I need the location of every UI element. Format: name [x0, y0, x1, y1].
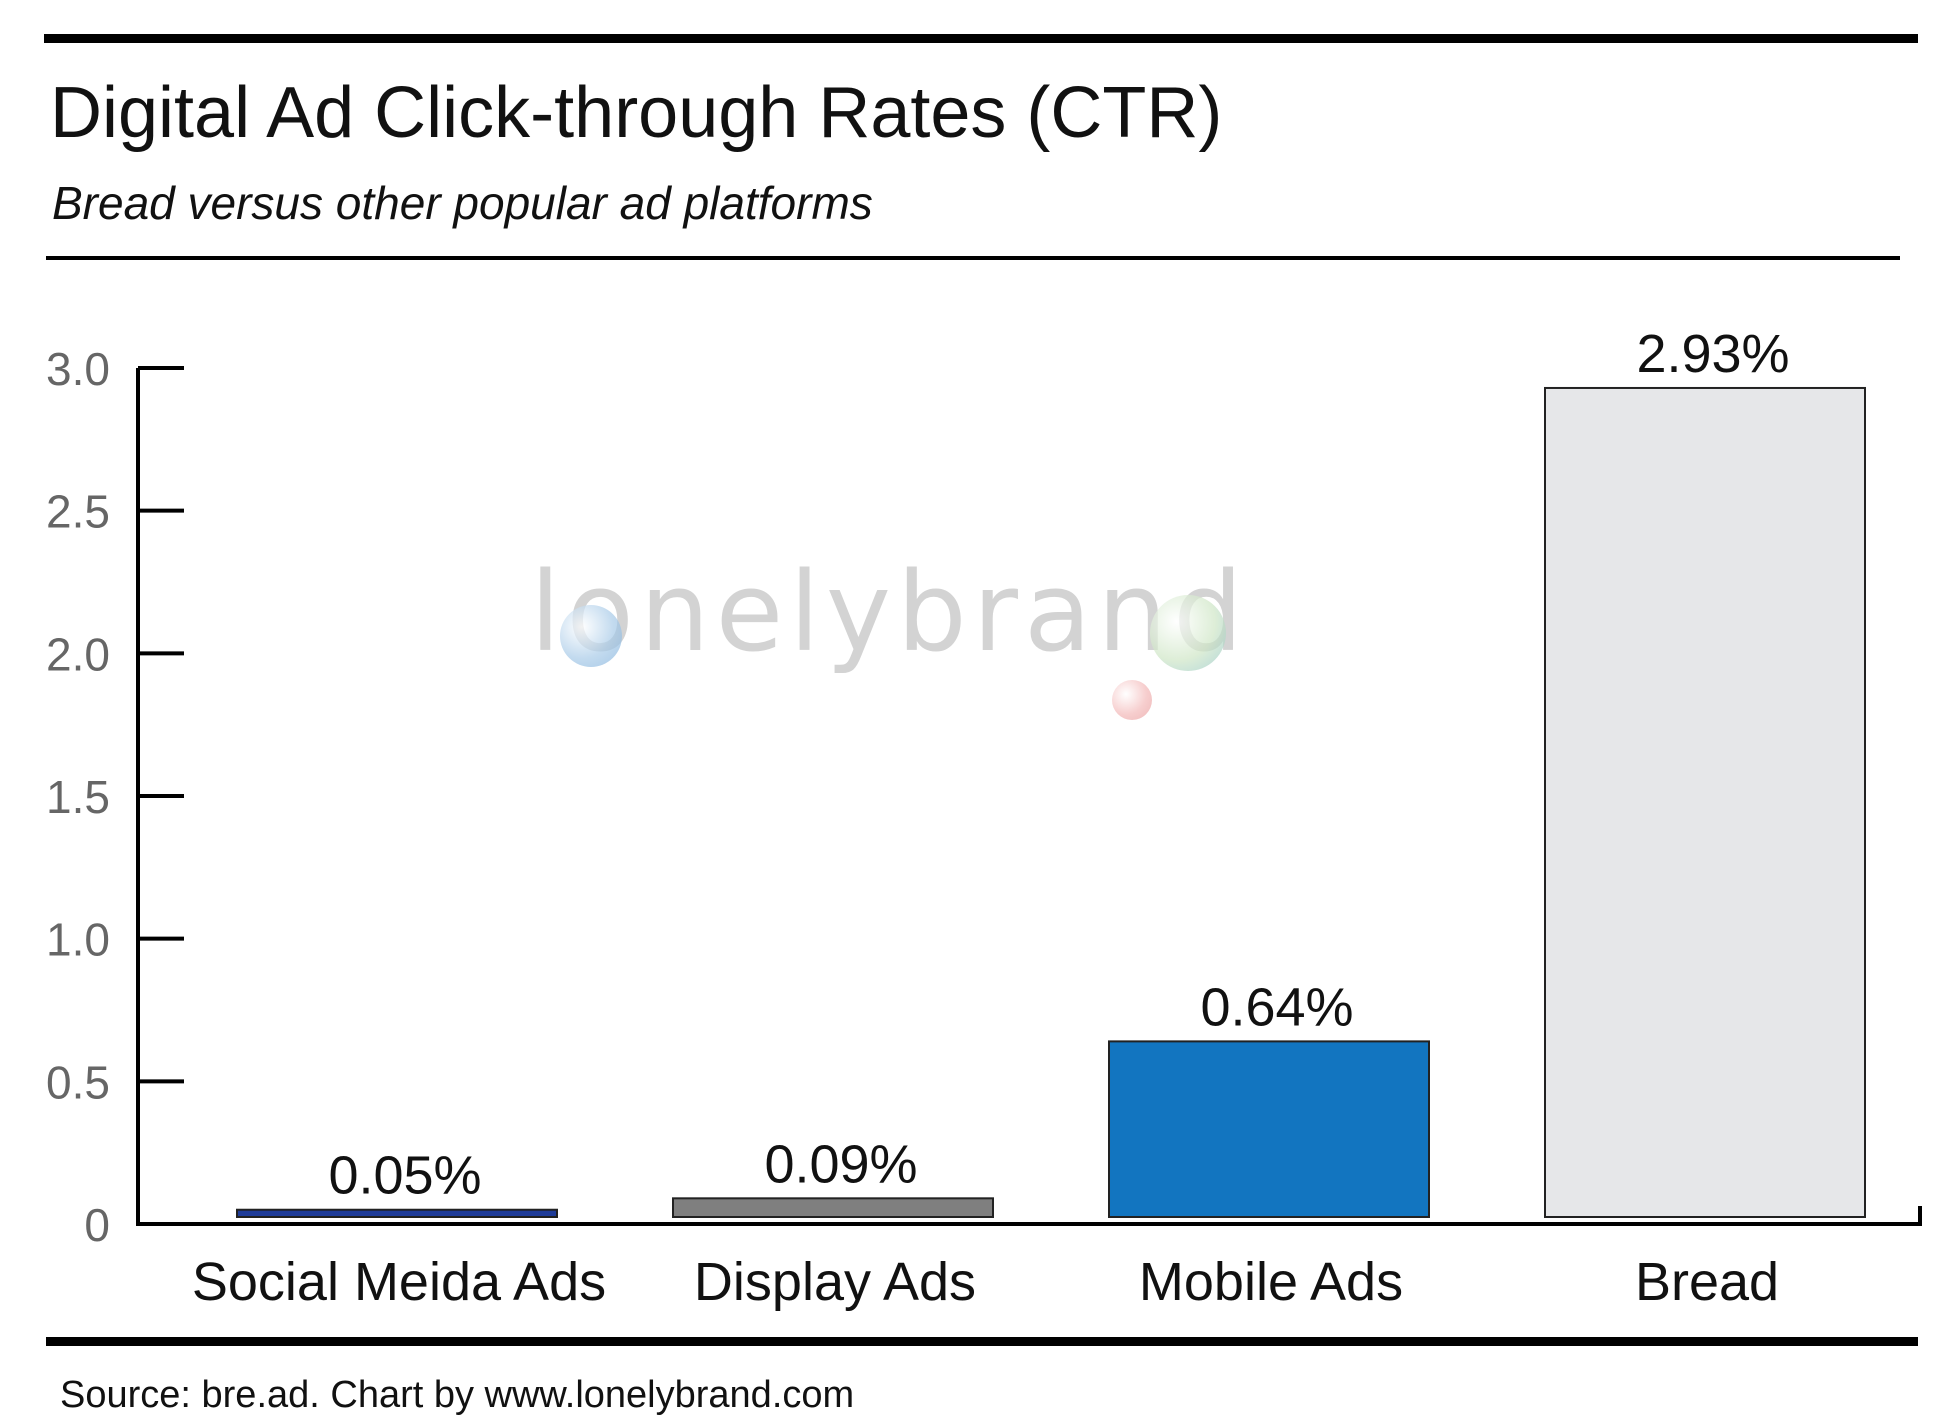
x-tick-label: Display Ads — [694, 1252, 976, 1312]
data-label: 0.09% — [764, 1134, 917, 1194]
watermark-ball-blue-icon — [560, 605, 622, 667]
bars-group — [236, 386, 1866, 1219]
bar-social-meida-ads — [236, 1208, 558, 1218]
bar-display-ads — [672, 1197, 994, 1218]
chart-title: Digital Ad Click-through Rates (CTR) — [50, 73, 1223, 153]
y-tick-label: 0.5 — [46, 1056, 110, 1108]
footer-rule — [46, 1337, 1918, 1346]
y-tick-label: 2.0 — [46, 628, 110, 680]
chart-subtitle: Bread versus other popular ad platforms — [52, 177, 873, 229]
labels-group: 0.05% Social Meida Ads 0.09% Display Ads 0.6… — [192, 324, 1790, 1312]
bar-bread — [1544, 386, 1866, 1218]
y-tick-label: 2.5 — [46, 486, 110, 538]
top-rule — [44, 34, 1918, 43]
y-tick-label: 1.5 — [46, 771, 110, 823]
x-tick-label: Mobile Ads — [1139, 1252, 1403, 1312]
axis-group: 0 0.5 1.0 1.5 2.0 2.5 3.0 — [46, 343, 1922, 1251]
bar-mobile-ads — [1108, 1040, 1430, 1219]
source-note: Source: bre.ad. Chart by www.lonelybrand… — [60, 1374, 855, 1416]
data-label: 0.05% — [328, 1146, 481, 1206]
data-label: 0.64% — [1200, 977, 1353, 1037]
bar-chart: 0 0.5 1.0 1.5 2.0 2.5 3.0 0.05% Social Meida Ad… — [46, 324, 1922, 1312]
data-label: 2.93% — [1636, 324, 1789, 384]
y-tick-label: 3.0 — [46, 343, 110, 395]
y-tick-label: 0 — [84, 1199, 110, 1251]
x-tick-label: Bread — [1635, 1252, 1779, 1312]
watermark-ball-green-icon — [1150, 595, 1226, 671]
header-rule — [46, 256, 1900, 260]
y-tick-label: 1.0 — [46, 914, 110, 966]
watermark-text: lonelybrand — [530, 548, 1249, 676]
x-tick-label: Social Meida Ads — [192, 1252, 606, 1312]
watermark-ball-red-icon — [1112, 680, 1152, 720]
